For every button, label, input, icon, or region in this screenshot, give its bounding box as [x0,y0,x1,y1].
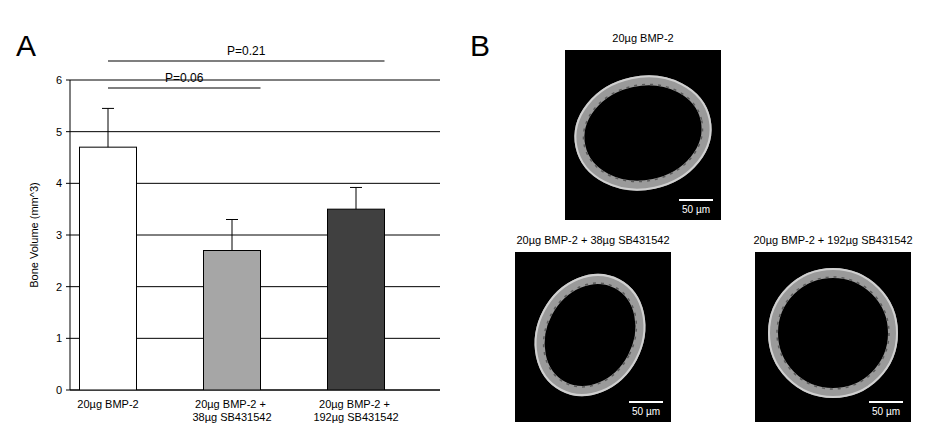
error-cap [350,187,362,188]
error-bar [102,108,114,147]
grid-line [70,131,440,132]
error-cap [226,219,238,220]
tick-label: 3 [56,229,62,241]
scale-label: 50 µm [682,204,710,215]
bone-edge [565,64,721,202]
bone-pores [526,267,654,404]
tick-mark [66,286,70,287]
ct-image: 50 µm [755,252,911,422]
y-axis [70,80,71,390]
bone-ring [570,69,717,197]
bracket [108,60,385,61]
figure: A B 0 1 2 3 4 5 6 Bone Volume (mm^3) 20µg BMP-2 20µ… [0,0,944,446]
category-line: 20µg BMP-2 + [195,398,269,410]
category-label: 20µg BMP-2 + 38µg SB431542 [192,398,271,423]
image-title: 20µg BMP-2 + 192µg SB431542 [753,234,912,246]
category-label: 20µg BMP-2 + 192µg SB431542 [313,398,398,423]
tick-mark [66,131,70,132]
category-label: 20µg BMP-2 [77,398,138,410]
scale-bar [679,199,713,201]
bone-ring [773,273,893,393]
category-line: 192µg SB431542 [313,411,398,423]
tick-mark [66,235,70,236]
bar [328,209,385,390]
tick-mark [66,338,70,339]
image-bg [565,50,721,220]
category-line: 20µg BMP-2 + [319,398,393,410]
image-bg [755,252,911,422]
scale-label: 50 µm [872,406,900,417]
bone-edge [515,256,665,414]
bone-pores [777,277,889,389]
bar [80,147,137,390]
error-bar [226,220,238,251]
panel-label: B [470,29,490,62]
ct-image: 50 µm [565,50,721,220]
bar [204,251,261,391]
error-bar [350,187,362,209]
error-line [232,220,233,251]
error-line [108,108,109,147]
panel-label: A [16,29,36,62]
image-title: 20µg BMP-2 + 38µg SB431542 [516,234,669,246]
scale-bar [629,401,663,403]
category-line: 38µg SB431542 [192,411,271,423]
tick-mark [66,183,70,184]
category-line: 20µg BMP-2 [77,398,138,410]
tick-mark [66,390,70,391]
grid-line [70,80,440,81]
bone-ring [520,261,659,408]
tick-label: 2 [56,281,62,293]
tick-mark [66,80,70,81]
annotation: P=0.21 [227,44,266,58]
scale-bar [869,401,903,403]
tick-label: 6 [56,74,62,86]
image-title: 20µg BMP-2 [612,32,673,44]
annotation: P=0.06 [165,71,204,85]
image-bg [515,252,671,422]
ct-image: 50 µm [515,252,671,422]
error-cap [102,108,114,109]
tick-label: 5 [56,126,62,138]
scale-label: 50 µm [632,406,660,417]
bone-pores [574,74,711,193]
bars [80,108,385,390]
axis-title: Bone Volume (mm^3) [28,182,40,287]
tick-label: 4 [56,177,62,189]
bracket [108,87,261,88]
tick-label: 1 [56,332,62,344]
tick-label: 0 [56,384,62,396]
error-line [356,187,357,209]
bone-edge [769,269,897,397]
